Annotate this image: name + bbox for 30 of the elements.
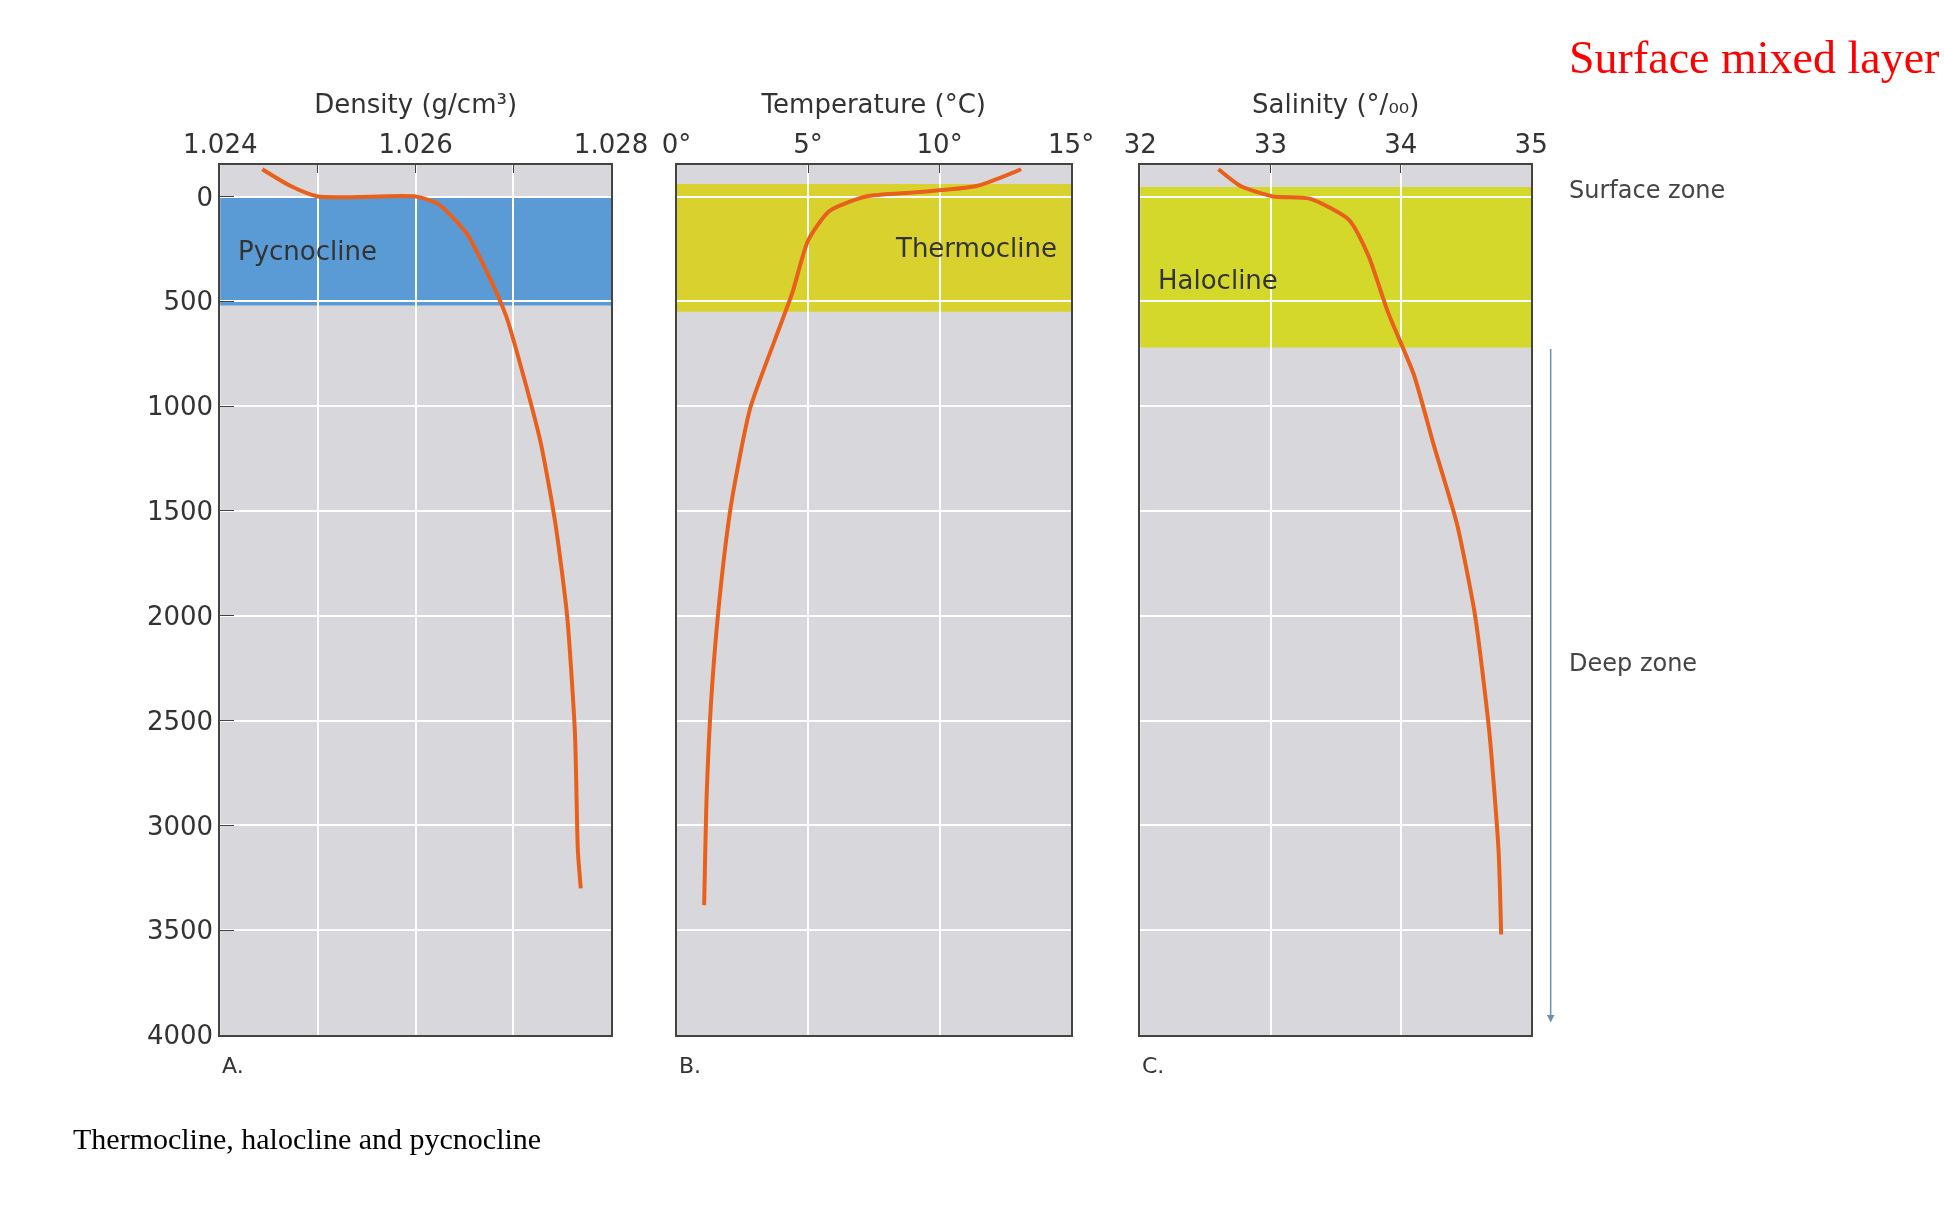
y-tick-label: 3000 [146, 810, 214, 841]
y-tick-label: 500 [163, 286, 214, 317]
x-tick-label: 0° [661, 128, 692, 159]
x-tick-label: 1.024 [183, 128, 258, 159]
x-tick-label: 5° [793, 128, 823, 159]
x-tick-label: 32 [1123, 128, 1157, 159]
text: Surface mixed layer [1569, 32, 1940, 83]
text: C. [1142, 1053, 1165, 1078]
y-tick-label: 2500 [146, 705, 214, 736]
x-tick-label: 34 [1384, 128, 1418, 159]
x-tick-label: 1.028 [573, 128, 649, 159]
y-tick-label: 0 [196, 181, 214, 212]
y-tick-label: 3500 [146, 915, 214, 946]
text: Thermocline, halocline and pycnocline [73, 1122, 542, 1155]
x-tick-label: 33 [1254, 128, 1288, 159]
x-axis-title: Density (g/cm³) [314, 88, 518, 119]
text: Deep zone [1569, 649, 1698, 677]
x-tick-label: 10° [916, 128, 963, 159]
x-axis-title: Temperature (°C) [760, 88, 987, 119]
text: Surface zone [1569, 176, 1726, 204]
x-tick-label: 35 [1514, 128, 1548, 159]
text: B. [679, 1053, 702, 1078]
text: A. [222, 1053, 244, 1078]
x-tick-label: 15° [1048, 128, 1095, 159]
y-tick-label: 1000 [146, 391, 214, 422]
y-tick-label: 1500 [146, 496, 214, 527]
x-axis-title: Salinity (°/₀₀) [1252, 88, 1420, 119]
x-tick-label: 1.026 [378, 128, 453, 159]
y-tick-label: 4000 [146, 1020, 214, 1051]
y-tick-label: 2000 [146, 600, 214, 631]
